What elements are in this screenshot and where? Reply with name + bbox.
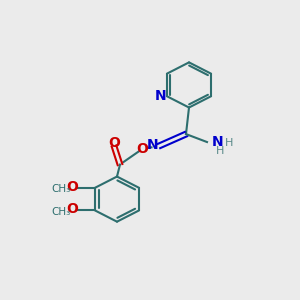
Text: CH₃: CH₃ [51,207,70,217]
Text: O: O [108,136,120,150]
Text: O: O [67,179,78,194]
Text: CH₃: CH₃ [51,184,70,194]
Text: O: O [67,202,78,216]
Text: N: N [212,135,223,149]
Text: H: H [225,138,234,148]
Text: N: N [147,138,159,152]
Text: O: O [136,142,148,156]
Text: H: H [215,146,224,156]
Text: N: N [154,89,166,103]
